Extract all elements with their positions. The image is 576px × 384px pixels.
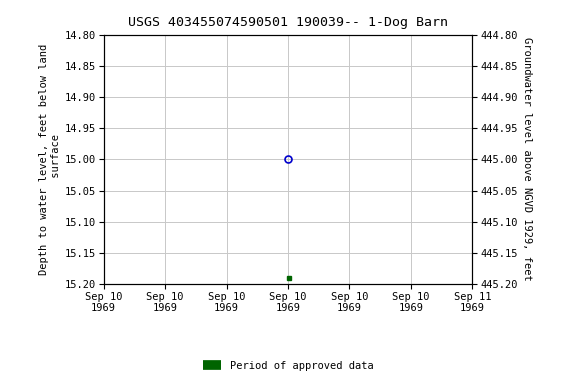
Title: USGS 403455074590501 190039-- 1-Dog Barn: USGS 403455074590501 190039-- 1-Dog Barn (128, 16, 448, 29)
Y-axis label: Groundwater level above NGVD 1929, feet: Groundwater level above NGVD 1929, feet (522, 38, 532, 281)
Y-axis label: Depth to water level, feet below land
 surface: Depth to water level, feet below land su… (39, 44, 60, 275)
Legend: Period of approved data: Period of approved data (198, 357, 378, 375)
